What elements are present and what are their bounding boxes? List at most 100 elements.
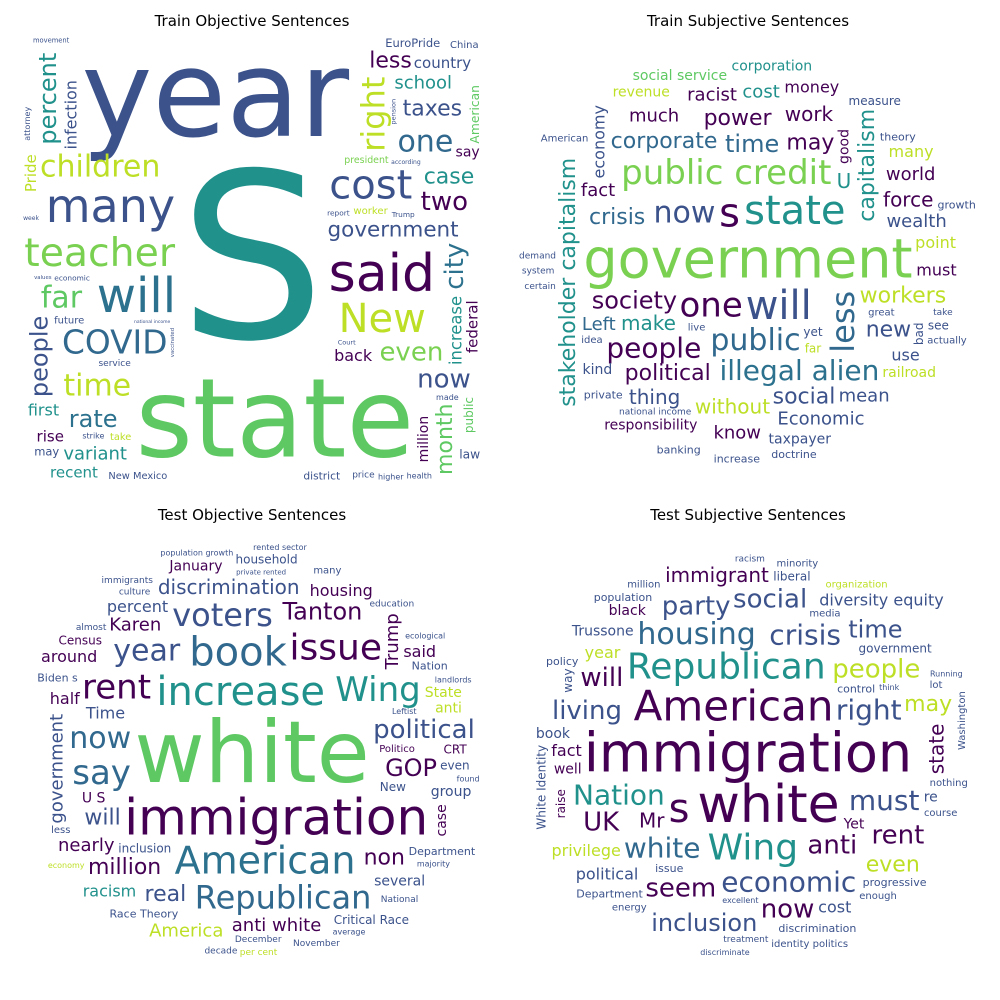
wordcloud-word: right <box>355 77 393 152</box>
wordcloud-word: must <box>916 260 956 279</box>
wordcloud-word: state <box>744 188 845 234</box>
chart-title: Test Objective Sentences <box>157 506 347 524</box>
wordcloud-word: actually <box>927 336 967 347</box>
wordcloud-word: discrimination <box>158 575 300 599</box>
wordcloud-word: political <box>373 715 475 745</box>
wordcloud-word: economic <box>54 274 90 283</box>
wordcloud-word: increase <box>156 669 325 715</box>
wordcloud-word: theory <box>880 131 916 144</box>
wordcloud-word: wealth <box>886 211 946 232</box>
wordcloud-word: back <box>334 346 373 365</box>
wordcloud-word: immigrants <box>102 576 154 586</box>
wordcloud-word: will <box>84 806 120 831</box>
wordcloud-word: Pride <box>22 154 40 192</box>
wordcloud-word: cost <box>329 163 412 209</box>
wordcloud-word: far <box>41 281 83 316</box>
wordcloud-word: bad <box>912 322 926 345</box>
wordcloud-word: far <box>805 342 822 356</box>
wordcloud-word: now <box>654 195 716 230</box>
wordcloud-word: cost <box>818 898 851 917</box>
wordcloud-word: see <box>928 318 949 332</box>
wordcloud-word: use <box>891 346 919 365</box>
wordcloud-word: December <box>235 935 282 945</box>
wordcloud-word: housing <box>310 581 373 600</box>
wordcloud-word: case <box>424 165 475 190</box>
wordcloud-word: even <box>440 758 469 772</box>
wordcloud-word: several <box>374 874 425 890</box>
wordcloud-word: social service <box>633 68 728 84</box>
wordcloud-word: immigrant <box>665 563 769 587</box>
wordcloud-word: government <box>583 228 912 291</box>
wordcloud-word: political <box>576 864 639 883</box>
wordcloud-word: diversity equity <box>819 590 943 609</box>
wordcloud-word: course <box>924 808 957 819</box>
wordcloud-word: new <box>866 317 911 342</box>
wordcloud-word: s <box>669 786 690 832</box>
wordcloud-word: America <box>149 921 223 942</box>
wordcloud-word: White Identity <box>534 745 548 830</box>
wordcloud-word: white <box>697 775 839 835</box>
wordcloud-word: movement <box>33 37 70 45</box>
wordcloud-word: minority <box>776 559 818 570</box>
wordcloud-word: children <box>40 149 160 184</box>
wordcloud-word: Republican <box>195 879 372 917</box>
wordcloud-word: infection <box>62 80 81 150</box>
wordcloud-word: government <box>47 714 68 824</box>
wordcloud-word: values <box>34 275 52 281</box>
wordcloud-word: average <box>333 927 366 936</box>
wordcloud-word: time <box>725 130 779 158</box>
wordcloud-word: may <box>904 692 952 717</box>
wordcloud-word: issue <box>655 862 683 875</box>
wordcloud-word: Time <box>85 703 125 722</box>
wordcloud-word: housing <box>637 617 755 652</box>
wordcloud-word: two <box>421 187 468 217</box>
wordcloud-word: thing <box>629 385 680 409</box>
wordcloud-word: January <box>168 559 222 575</box>
wordcloud-word: social <box>733 585 807 615</box>
wordcloud-word: well <box>554 762 582 778</box>
wordcloud-word: excellent <box>722 896 758 905</box>
wordcloud-word: anti <box>435 700 462 716</box>
wordcloud-word: racism <box>83 881 137 900</box>
wordcloud-word: rate <box>69 405 118 433</box>
wordcloud-word: cost <box>742 81 779 102</box>
wordcloud-word: public <box>710 323 800 358</box>
chart-title: Test Subjective Sentences <box>650 506 846 524</box>
wordcloud-word: U <box>837 169 852 193</box>
wordcloud-word: many <box>46 179 175 233</box>
wordcloud-word: one <box>680 285 743 325</box>
wordcloud-word: private <box>584 388 623 401</box>
wordcloud-word: workers <box>860 284 947 309</box>
wordcloud-word: UK <box>583 808 620 838</box>
wordcloud-word: crisis <box>769 618 841 651</box>
wordcloud-word: public <box>462 397 476 433</box>
wordcloud-word: Trump <box>382 613 403 670</box>
wordcloud-word: country <box>414 54 471 72</box>
wordcloud-word: teacher <box>24 230 176 276</box>
wordcloud-word: must <box>849 784 920 817</box>
wordcloud-word: Karen <box>109 614 161 635</box>
wordcloud-word: treatment <box>723 935 769 945</box>
wordcloud-word: organization <box>825 579 887 590</box>
wordcloud-word: real <box>145 882 187 907</box>
wordcloud-word: railroad <box>882 365 936 381</box>
wordcloud-word: year <box>81 36 349 165</box>
wordcloud-word: EuroPride <box>385 36 440 50</box>
wordcloud-word: doctrine <box>771 448 817 461</box>
wordcloud-word: energy <box>612 902 647 913</box>
wordcloud-word: Nation <box>412 659 448 672</box>
wordcloud-panel-test-objective: Test Objective Sentences white immigratio… <box>22 506 482 976</box>
wordcloud-word: almost <box>76 623 107 633</box>
wordcloud-word: nothing <box>930 778 968 789</box>
wordcloud-word: S <box>179 126 325 393</box>
wordcloud-word: New <box>339 296 426 342</box>
wordcloud-word: responsibility <box>604 417 697 433</box>
wordcloud-word: year <box>585 643 621 662</box>
wordcloud-word: banking <box>657 443 701 456</box>
wordcloud-word: now <box>69 721 131 756</box>
wordcloud-word: American <box>541 133 589 144</box>
wordcloud-word: Wing <box>708 828 798 869</box>
wordcloud-word: district <box>303 469 340 482</box>
wordcloud-word: according <box>391 159 421 166</box>
